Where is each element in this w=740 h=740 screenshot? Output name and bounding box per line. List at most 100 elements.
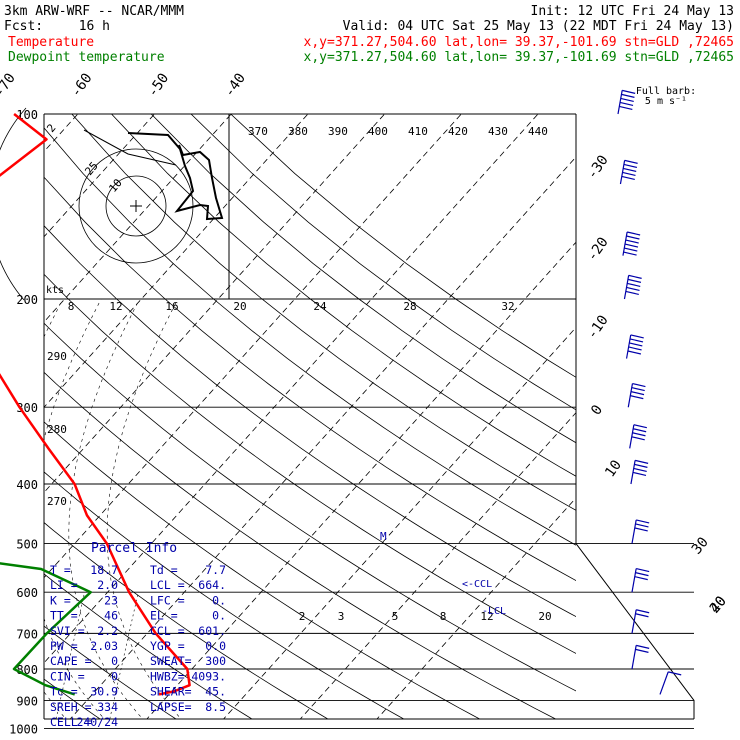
barb-feather — [624, 243, 639, 248]
barb-feather — [636, 519, 650, 524]
theta-label: 370 — [248, 125, 268, 138]
parcel-info-title: Parcel Info — [91, 541, 177, 556]
forecast-label: Fcst: — [4, 19, 43, 34]
parcel-row-label: SWEAT= — [150, 654, 192, 668]
wind-barb — [631, 644, 650, 670]
isotherm — [44, 114, 539, 664]
moist-adiabat — [68, 298, 144, 719]
barb-feather — [636, 568, 650, 573]
parcel-row-value: 2.0 — [97, 578, 118, 592]
barb-feather — [628, 346, 642, 351]
barb-feather — [636, 609, 650, 614]
parcel-row-value: 601. — [198, 624, 226, 638]
barb-staff — [631, 609, 637, 634]
isotherm — [0, 114, 1, 729]
wind-barb — [659, 671, 682, 695]
barb-feather — [625, 290, 639, 296]
isotherm — [69, 156, 576, 719]
pressure-label: 200 — [16, 293, 38, 307]
hodograph-ring — [0, 107, 27, 301]
theta-e-label: 20 — [233, 300, 246, 313]
valid-time: Valid: 04 UTC Sat 25 May 13 (22 MDT Fri … — [343, 19, 734, 34]
isotherm-label: -50 — [145, 70, 173, 100]
temperature-legend: Temperature — [8, 35, 94, 50]
parcel-row-label: Tc = — [50, 685, 78, 699]
background-grid — [0, 114, 576, 729]
barb-feather — [630, 334, 644, 339]
isotherm — [223, 326, 576, 719]
dry-adiabat — [44, 573, 253, 719]
parcel-row-label: CCL = — [150, 624, 185, 638]
dewpoint-legend: Dewpoint temperature — [8, 50, 165, 65]
dewpoint-location: x,y=371.27,504.60 lat,lon= 39.37,-101.69… — [304, 50, 734, 65]
forecast-hour: 16 h — [79, 19, 110, 34]
wind-barb — [617, 89, 636, 115]
dry-adiabat — [44, 127, 576, 546]
dry-adiabat — [230, 114, 576, 378]
theta-e-label: 28 — [403, 300, 416, 313]
theta-side-label: 280 — [47, 423, 67, 436]
parcel-row-label: EL = — [150, 609, 178, 623]
parcel-row-label: Td = — [150, 563, 178, 577]
hodograph-trace — [127, 132, 224, 221]
parcel-row-label: CIN = — [50, 669, 85, 683]
mixing-ratio-label: 3 — [338, 610, 345, 623]
isotherm — [376, 497, 576, 719]
parcel-row-label: CELL = — [50, 715, 92, 729]
theta-label: 410 — [408, 125, 428, 138]
parcel-row-label: SREH = — [50, 700, 92, 714]
barb-feather — [633, 424, 648, 429]
moist-adiabats — [44, 298, 182, 719]
barb-feather — [632, 382, 646, 388]
barb-staff — [630, 460, 636, 485]
dry-adiabat — [44, 625, 177, 719]
parcel-row-value: 23 — [104, 593, 118, 607]
parcel-row-value: 664. — [198, 578, 226, 592]
barb-feather — [632, 471, 647, 477]
isotherms — [0, 114, 576, 729]
dewpoint-profile — [0, 562, 92, 696]
theta-label: 390 — [328, 125, 348, 138]
parcel-row-value: 30.9 — [90, 685, 118, 699]
parcel-row-label: SHEAR= — [150, 685, 192, 699]
dry-adiabat — [190, 114, 576, 411]
barb-feather — [619, 105, 633, 111]
dry-adiabat — [44, 225, 576, 618]
barb-staff — [627, 383, 634, 408]
right-axis-lower — [575, 543, 695, 719]
theta-label: 440 — [528, 125, 548, 138]
barb-staff — [617, 90, 623, 115]
temperature-location: x,y=371.27,504.60 lat,lon= 39.37,-101.69… — [304, 35, 734, 50]
dry-adiabat — [111, 114, 576, 477]
theta-side-label: 270 — [47, 495, 67, 508]
parcel-row-value: 45. — [205, 685, 226, 699]
barb-feather — [636, 644, 650, 649]
barb-feather — [627, 278, 642, 283]
parcel-row-label: LAPSE= — [150, 700, 192, 714]
barb-feather — [634, 459, 649, 464]
barb-feather — [625, 239, 639, 244]
dry-adiabat — [150, 114, 576, 444]
barb-feather — [635, 523, 649, 528]
mixing-ratio-label: 8 — [440, 610, 447, 623]
wind-barb — [631, 609, 650, 634]
pressure-label: 700 — [16, 627, 38, 641]
parcel-row-value: 2.03 — [90, 639, 118, 653]
parcel-row-label: YGP = — [150, 639, 185, 653]
barb-feather — [626, 286, 640, 292]
barb-legend-units: 5 m s⁻¹ — [645, 96, 687, 107]
ccl-marker: <-CCL — [462, 579, 492, 590]
barb-feather — [630, 395, 644, 400]
init-time: Init: 12 UTC Fri 24 May 13 — [531, 4, 735, 19]
barb-feather — [631, 387, 645, 392]
hodograph-reference — [83, 129, 177, 166]
parcel-row-label: K = — [50, 593, 71, 607]
pressure-label: 500 — [16, 538, 38, 552]
isotherm-label: -40 — [221, 70, 249, 100]
dry-adiabat — [44, 176, 576, 582]
dry-adiabat — [44, 421, 481, 719]
isotherm-label: -70 — [0, 70, 19, 100]
mixing-ratio-label: 2 — [299, 610, 306, 623]
isotherm — [44, 114, 462, 579]
pressure-label: 900 — [16, 694, 38, 708]
